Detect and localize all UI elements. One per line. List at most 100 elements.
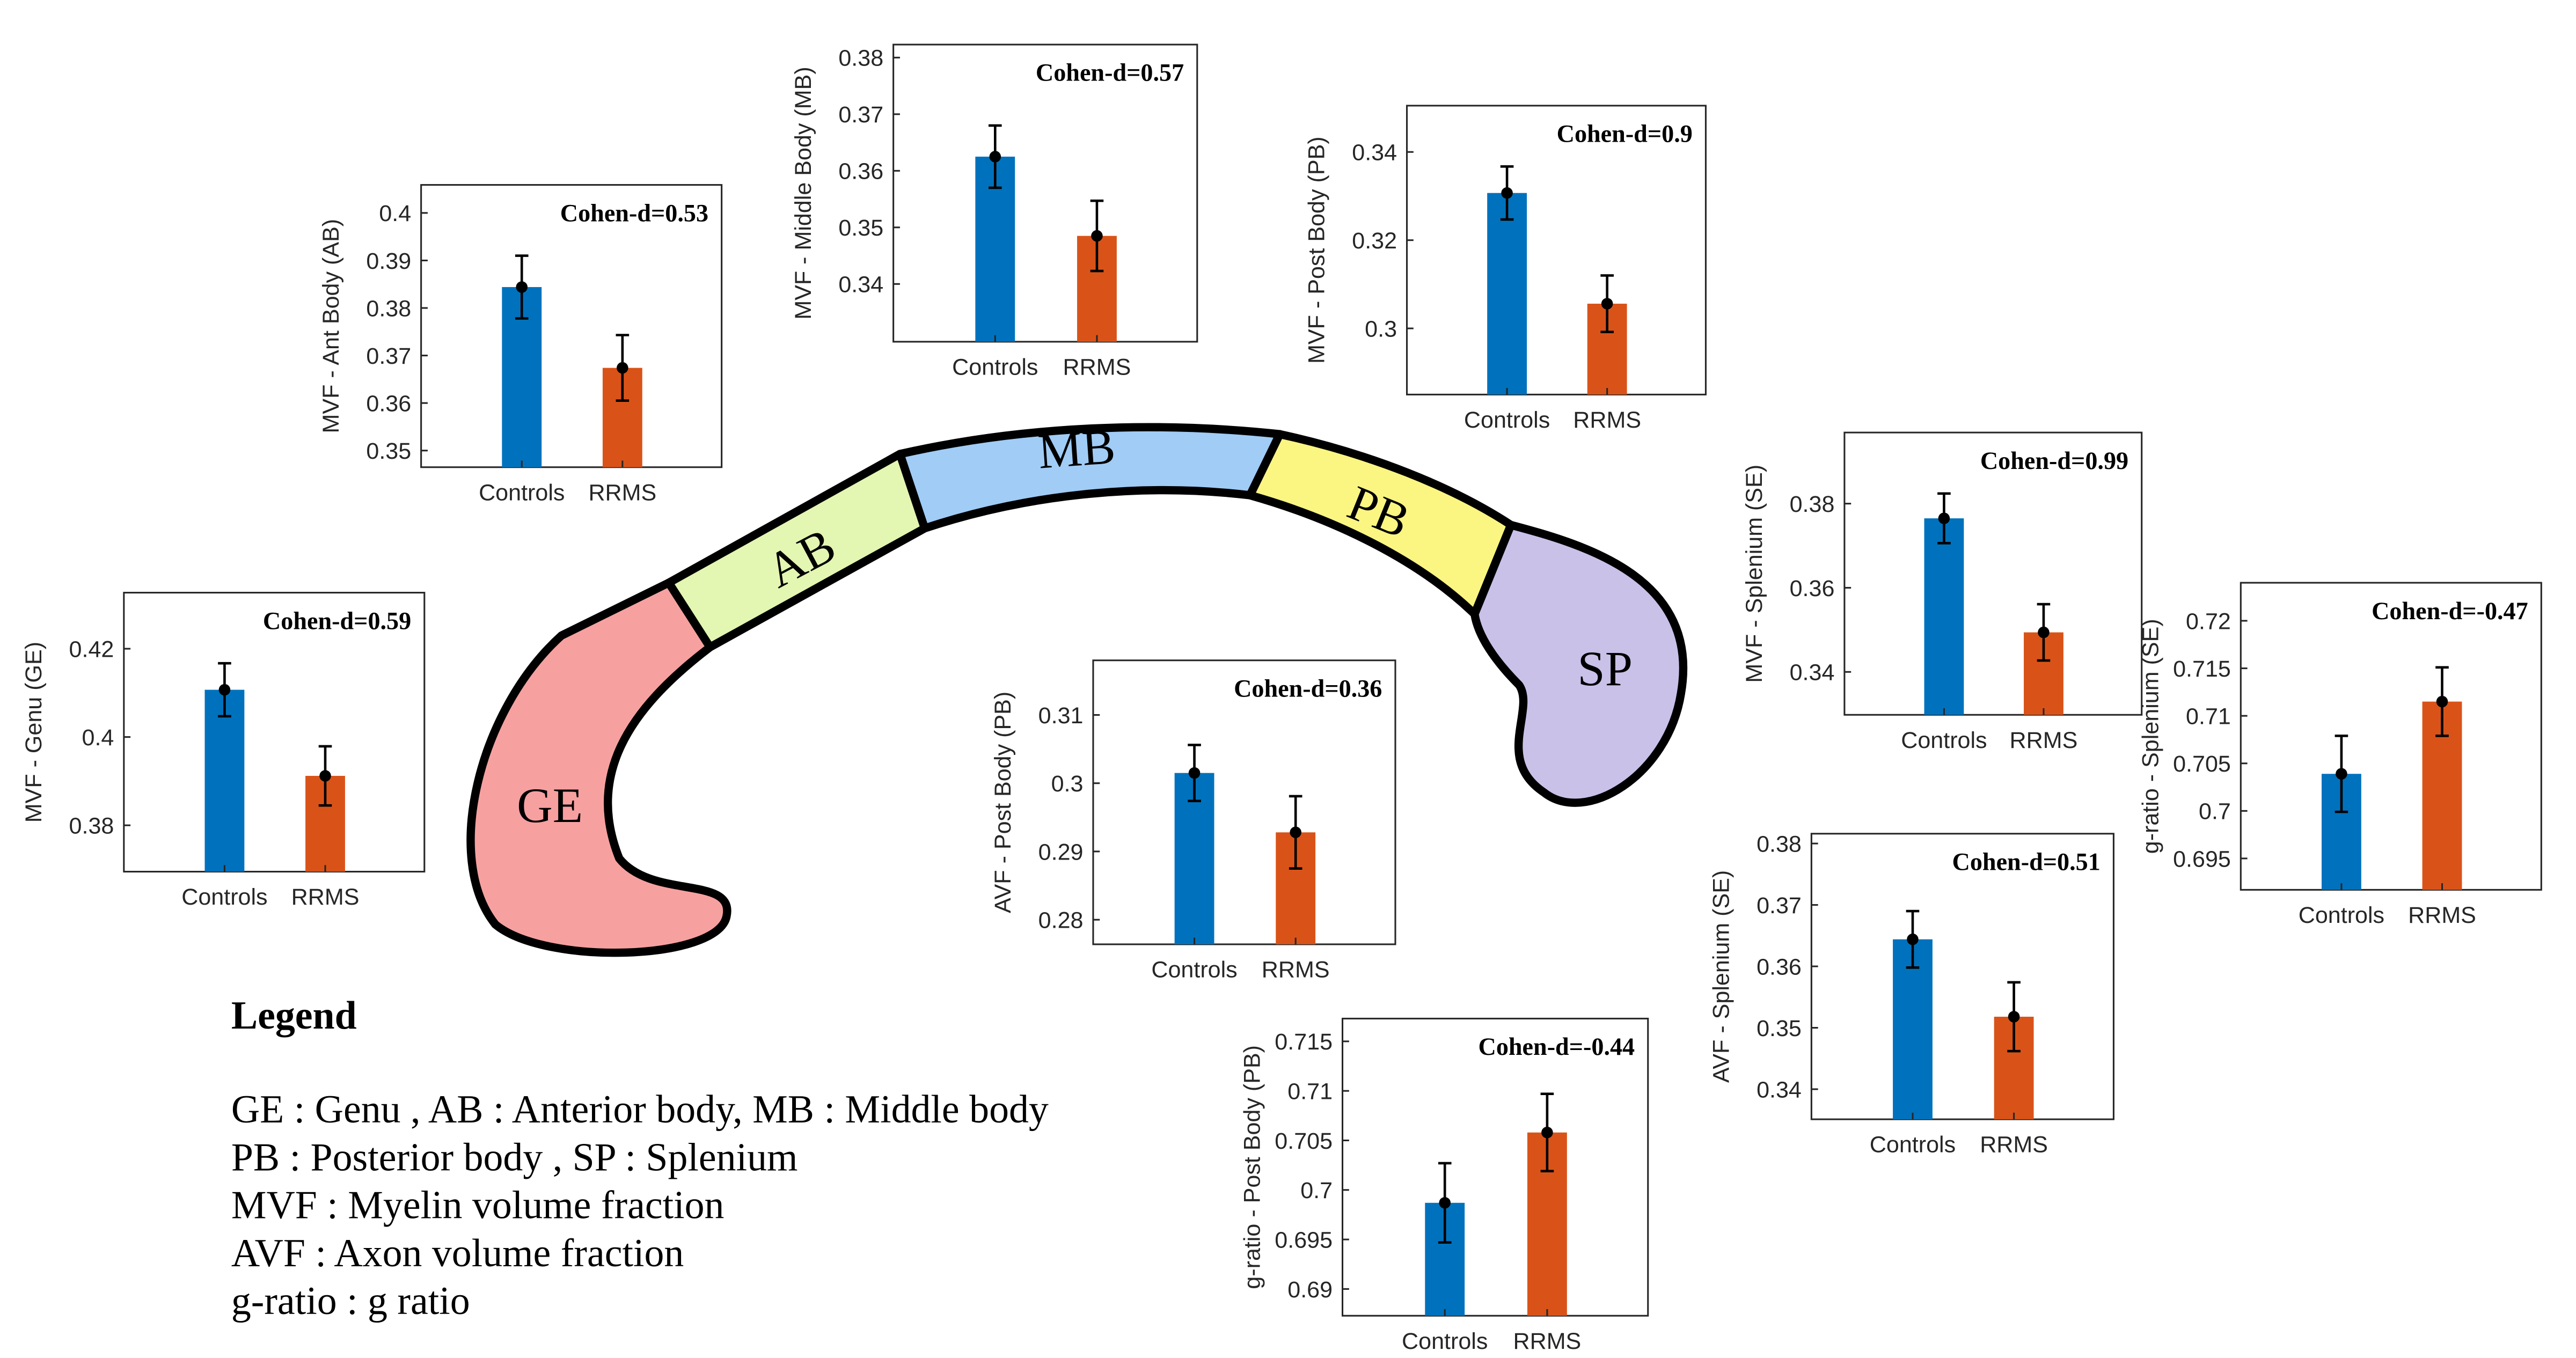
region-label: SP [1577,641,1633,696]
mean-point [1439,1197,1451,1209]
mean-point [1601,298,1613,310]
y-tick-label: 0.29 [1038,839,1084,865]
x-tick-label: Controls [1901,728,1987,753]
mean-point [2436,695,2448,708]
y-axis-label: MVF - Post Body (PB) [1304,136,1330,364]
region-sp [1470,520,1688,807]
mean-point [1907,933,1919,945]
y-tick-label: 0.38 [838,46,883,71]
x-tick-label: RRMS [1513,1328,1582,1354]
y-axis-label: g-ratio - Splenium (SE) [2138,619,2163,854]
annotation: Cohen-d=0.99 [1980,447,2128,474]
corpus-callosum [466,423,1688,957]
chart: 0.35 0.36 0.37 0.38 0.39 0.4 MVF - Ant Body (A… [318,184,723,505]
y-tick-label: 0.36 [1757,954,1802,980]
annotation: Cohen-d=0.59 [263,607,411,634]
chart: 0.38 0.4 0.42 MVF - Genu (GE) Cohen-d=0.59 Co… [21,592,426,910]
x-tick-label: Controls [1151,957,1237,982]
annotation: Cohen-d=0.9 [1557,120,1693,148]
chart: 0.34 0.35 0.36 0.37 0.38 MVF - Middle Body (M… [791,43,1198,380]
bar [1893,939,1933,1120]
y-tick-label: 0.38 [1757,831,1802,857]
bar [204,689,245,872]
y-tick-label: 0.35 [838,215,883,241]
mean-point [989,151,1001,163]
y-tick-label: 0.7 [1300,1178,1333,1203]
mean-point [218,684,231,696]
mean-point [319,770,331,782]
mean-point [516,281,528,293]
y-tick-label: 0.35 [366,438,411,464]
x-tick-label: RRMS [1063,354,1131,380]
y-tick-label: 0.35 [1757,1016,1802,1041]
x-tick-label: RRMS [2010,728,2078,753]
plot-area [2240,582,2542,891]
region-label: GE [517,778,583,833]
y-tick-label: 0.34 [838,272,883,298]
chart: 0.3 0.32 0.34 MVF - Post Body (PB) Cohen-d=0… [1304,105,1707,433]
bar [1487,193,1527,395]
legend-line: PB : Posterior body , SP : Splenium [231,1135,798,1179]
y-tick-label: 0.38 [69,813,114,839]
plot-area [1810,833,2114,1120]
mean-point [2038,626,2050,638]
x-tick-label: Controls [1402,1328,1488,1354]
x-tick-label: RRMS [1980,1132,2048,1158]
mean-point [617,362,628,374]
y-tick-label: 0.695 [2173,846,2231,872]
y-tick-label: 0.71 [1287,1079,1333,1105]
plot-area [1406,105,1707,395]
x-tick-label: Controls [2299,902,2384,928]
mean-point [1541,1126,1553,1139]
y-tick-label: 0.715 [1275,1029,1333,1055]
y-tick-label: 0.34 [1757,1077,1802,1103]
x-tick-label: RRMS [588,480,656,505]
chart: 0.695 0.7 0.705 0.71 0.715 0.72 g-ratio - Sple… [2138,582,2542,928]
plot-area [1341,1017,1649,1317]
y-axis-label: MVF - Middle Body (MB) [791,67,816,319]
region-ge [466,578,731,957]
x-tick-label: Controls [479,480,565,505]
y-axis-label: g-ratio - Post Body (PB) [1240,1045,1265,1289]
x-tick-label: RRMS [2408,902,2476,928]
x-tick-label: Controls [181,884,267,910]
y-tick-label: 0.36 [838,159,883,185]
y-tick-label: 0.34 [1352,140,1397,166]
y-tick-label: 0.69 [1287,1277,1333,1303]
annotation: Cohen-d=0.51 [1952,848,2101,875]
y-tick-label: 0.715 [2173,656,2231,682]
y-tick-label: 0.4 [379,201,411,226]
y-axis-label: MVF - Splenium (SE) [1741,465,1767,683]
y-tick-label: 0.695 [1275,1227,1333,1253]
y-axis-label: AVF - Splenium (SE) [1709,870,1735,1083]
x-tick-label: RRMS [291,884,360,910]
y-tick-label: 0.37 [1757,893,1802,919]
mean-point [1188,767,1201,779]
y-tick-label: 0.34 [1790,660,1835,686]
chart: 0.34 0.36 0.38 MVF - Splenium (SE) Cohen-d=0… [1741,431,2143,753]
legend-line: GE : Genu , AB : Anterior body, MB : Mid… [231,1087,1049,1131]
region-label: MB [1036,419,1117,479]
bar [1924,518,1964,715]
y-tick-label: 0.42 [69,636,114,662]
plot-area [892,43,1198,343]
y-tick-label: 0.39 [366,248,411,274]
y-axis-label: AVF - Post Body (PB) [990,692,1016,913]
x-tick-label: RRMS [1573,407,1641,433]
y-tick-label: 0.72 [2186,608,2231,634]
y-tick-label: 0.3 [1365,316,1397,342]
y-tick-label: 0.3 [1051,771,1084,797]
annotation: Cohen-d=0.53 [560,199,708,226]
mean-point [2008,1011,2020,1023]
y-axis-label: MVF - Genu (GE) [21,642,47,823]
chart: 0.34 0.35 0.36 0.37 0.38 AVF - Splenium (SE) C… [1709,831,2114,1158]
y-axis-label: MVF - Ant Body (AB) [318,219,344,434]
annotation: Cohen-d=0.57 [1036,59,1184,86]
x-tick-label: Controls [952,354,1038,380]
y-tick-label: 0.37 [838,102,883,128]
chart: 0.28 0.29 0.3 0.31 AVF - Post Body (PB) Cohen… [990,659,1396,982]
plot-area [123,592,426,873]
x-tick-label: Controls [1870,1132,1956,1158]
